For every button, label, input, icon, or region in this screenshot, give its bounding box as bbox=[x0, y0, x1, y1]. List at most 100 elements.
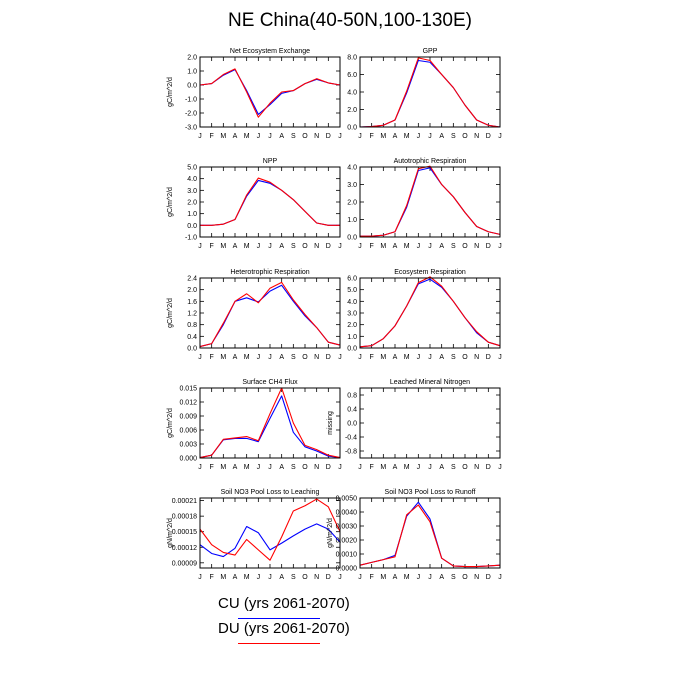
x-tick-label: O bbox=[462, 354, 468, 361]
x-tick-label: J bbox=[268, 243, 272, 250]
x-tick-label: F bbox=[210, 574, 214, 581]
series-line-cu bbox=[199, 284, 341, 348]
x-tick-label: A bbox=[439, 574, 444, 581]
y-axis-label: missing bbox=[327, 411, 334, 435]
x-tick-label: M bbox=[380, 243, 386, 250]
y-tick-label: 0.4 bbox=[187, 334, 197, 341]
x-tick-label: A bbox=[233, 354, 238, 361]
x-tick-label: M bbox=[220, 243, 226, 250]
y-tick-label: 0.00015 bbox=[172, 529, 197, 536]
x-tick-label: J bbox=[257, 133, 261, 140]
x-tick-label: A bbox=[279, 464, 284, 471]
x-tick-label: J bbox=[358, 243, 362, 250]
y-tick-label: 0.000 bbox=[179, 456, 197, 463]
y-axis-label: gC/m^2/d bbox=[167, 187, 174, 217]
x-tick-label: J bbox=[417, 464, 421, 471]
y-tick-label: 1.2 bbox=[187, 311, 197, 318]
panel-frame bbox=[199, 277, 341, 349]
x-tick-label: J bbox=[428, 133, 432, 140]
y-tick-label: 0.8 bbox=[187, 322, 197, 329]
y-tick-label: 2.0 bbox=[347, 322, 357, 329]
y-tick-label: 2.0 bbox=[347, 107, 357, 114]
panel-title: Autotrophic Respiration bbox=[394, 158, 467, 165]
y-axis-label: gC/m^2/d bbox=[167, 408, 174, 438]
y-tick-label: 0.0 bbox=[187, 223, 197, 230]
x-tick-label: A bbox=[393, 354, 398, 361]
series-line-cu bbox=[199, 523, 341, 558]
x-tick-label: M bbox=[404, 354, 410, 361]
series-line-du bbox=[200, 177, 340, 226]
panel-title: Net Ecosystem Exchange bbox=[230, 48, 310, 55]
series-line-du bbox=[359, 57, 501, 128]
y-tick-label: 0.0030 bbox=[336, 524, 358, 531]
x-tick-label: A bbox=[393, 464, 398, 471]
y-tick-label: 3.0 bbox=[347, 182, 357, 189]
x-tick-label: M bbox=[244, 243, 250, 250]
x-tick-label: O bbox=[302, 464, 308, 471]
x-tick-label: D bbox=[326, 354, 331, 361]
x-tick-label: J bbox=[257, 243, 261, 250]
x-tick-label: N bbox=[314, 243, 319, 250]
x-tick-label: J bbox=[428, 574, 432, 581]
x-tick-label: M bbox=[244, 464, 250, 471]
y-tick-label: 2.0 bbox=[187, 200, 197, 207]
x-tick-label: N bbox=[474, 133, 479, 140]
x-tick-label: F bbox=[370, 464, 374, 471]
y-axis-label: gN/m^2/d bbox=[327, 518, 334, 548]
panel-frame bbox=[199, 497, 341, 569]
panel-frame bbox=[359, 277, 501, 349]
figure-title: NE China(40-50N,100-130E) bbox=[228, 10, 472, 31]
x-tick-label: J bbox=[198, 464, 202, 471]
panel-title: Ecosystem Respiration bbox=[394, 269, 466, 276]
legend-line-cu bbox=[238, 618, 320, 620]
x-tick-label: O bbox=[462, 464, 468, 471]
x-tick-label: M bbox=[380, 354, 386, 361]
x-tick-label: J bbox=[198, 243, 202, 250]
x-tick-label: J bbox=[417, 133, 421, 140]
x-tick-label: M bbox=[220, 354, 226, 361]
x-tick-label: S bbox=[451, 574, 456, 581]
panel-frame bbox=[199, 387, 341, 459]
series-line-du bbox=[199, 498, 341, 561]
x-tick-label: N bbox=[474, 354, 479, 361]
series-line-du bbox=[199, 281, 341, 348]
y-tick-label: 2.4 bbox=[187, 276, 197, 283]
x-tick-label: A bbox=[279, 243, 284, 250]
x-tick-label: J bbox=[498, 243, 502, 250]
x-tick-label: S bbox=[291, 354, 296, 361]
x-tick-label: S bbox=[451, 464, 456, 471]
x-tick-label: A bbox=[393, 133, 398, 140]
x-tick-label: J bbox=[257, 464, 261, 471]
x-tick-label: J bbox=[358, 574, 362, 581]
legend-label-cu: CU (yrs 2061-2070) bbox=[218, 595, 350, 612]
x-tick-label: F bbox=[370, 243, 374, 250]
x-tick-label: S bbox=[451, 354, 456, 361]
panel-frame bbox=[359, 497, 501, 569]
x-tick-label: J bbox=[417, 243, 421, 250]
x-tick-label: S bbox=[451, 133, 456, 140]
x-tick-label: F bbox=[370, 354, 374, 361]
y-tick-label: 8.0 bbox=[347, 55, 357, 62]
legend-label-du: DU (yrs 2061-2070) bbox=[218, 620, 350, 637]
x-tick-label: M bbox=[244, 354, 250, 361]
x-tick-label: A bbox=[439, 243, 444, 250]
y-tick-label: 4.0 bbox=[347, 299, 357, 306]
y-tick-label: -1.0 bbox=[185, 97, 197, 104]
y-tick-label: 1.0 bbox=[187, 211, 197, 218]
x-tick-label: D bbox=[486, 133, 491, 140]
y-tick-label: 0.0 bbox=[347, 346, 357, 353]
x-tick-label: J bbox=[417, 354, 421, 361]
y-tick-label: 0.0050 bbox=[336, 496, 358, 503]
y-tick-label: -3.0 bbox=[185, 125, 197, 132]
y-tick-label: 0.0010 bbox=[336, 552, 358, 559]
x-tick-label: J bbox=[428, 464, 432, 471]
panel-frame bbox=[199, 166, 341, 238]
x-tick-label: M bbox=[404, 574, 410, 581]
x-tick-label: A bbox=[233, 133, 238, 140]
x-tick-label: J bbox=[338, 574, 342, 581]
x-tick-label: A bbox=[279, 574, 284, 581]
x-tick-label: J bbox=[498, 574, 502, 581]
y-tick-label: -0.4 bbox=[345, 435, 357, 442]
y-tick-label: 2.0 bbox=[187, 55, 197, 62]
